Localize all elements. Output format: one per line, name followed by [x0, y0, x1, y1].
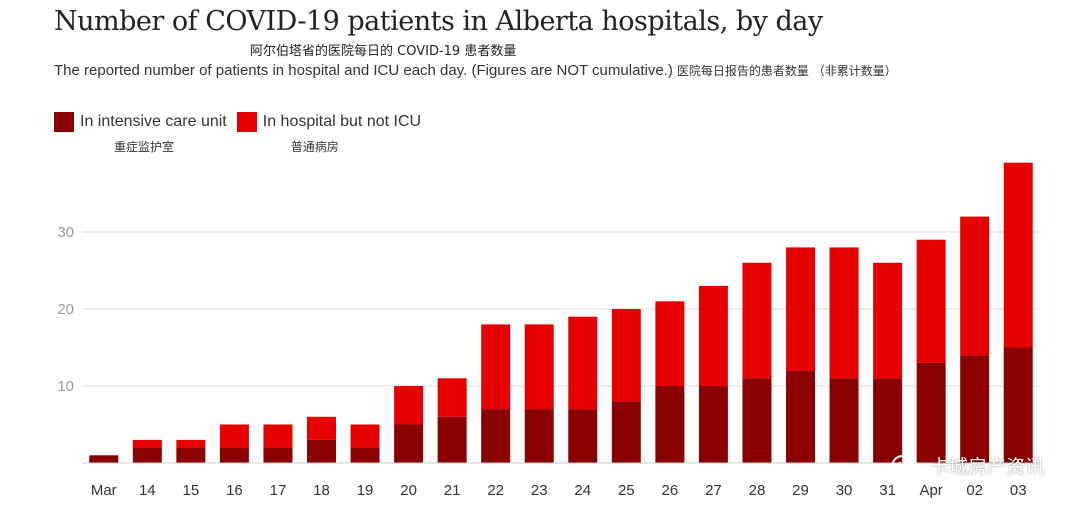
chart-title: Number of COVID-19 patients in Alberta h… — [54, 6, 823, 37]
bar-icu-10 — [524, 409, 554, 463]
bar-icu-4 — [263, 447, 293, 463]
bar-icu-0 — [89, 455, 119, 463]
bar-hospital-9 — [481, 324, 511, 410]
bar-hospital-1 — [132, 439, 162, 448]
bar-icu-18 — [873, 378, 903, 463]
bar-stacks — [89, 162, 1033, 463]
bar-icu-8 — [437, 416, 467, 463]
subtitle-english: The reported number of patients in hospi… — [54, 62, 673, 79]
x-tick-label: 18 — [313, 482, 330, 499]
wechat-icon — [891, 454, 921, 476]
bar-hospital-6 — [350, 424, 380, 448]
x-tick-label: 23 — [531, 482, 548, 499]
bar-hospital-16 — [786, 247, 815, 371]
bar-icu-12 — [611, 401, 641, 463]
bar-hospital-4 — [263, 424, 293, 448]
bar-hospital-21 — [1003, 162, 1033, 348]
bar-hospital-7 — [394, 386, 424, 425]
x-tick-label: 02 — [966, 482, 983, 499]
bar-hospital-20 — [960, 216, 990, 356]
x-tick-label: 21 — [444, 482, 461, 499]
bar-hospital-13 — [655, 301, 685, 386]
subtitle-chinese: 医院每日报告的患者数量 （非累计数量） — [676, 64, 897, 78]
x-tick-label: 17 — [270, 482, 287, 499]
watermark: 卡城房产资讯 — [891, 452, 1044, 479]
bar-icu-9 — [481, 409, 511, 463]
legend-label-hospital: In hospital but not ICU — [262, 113, 422, 130]
bar-hospital-15 — [742, 262, 772, 379]
bar-icu-16 — [786, 370, 815, 463]
bar-icu-17 — [829, 378, 859, 463]
x-tick-label: 20 — [400, 482, 417, 499]
x-tick-label: Mar — [91, 482, 117, 499]
bar-icu-21 — [1003, 347, 1033, 463]
bar-icu-7 — [394, 424, 424, 463]
bar-icu-5 — [307, 439, 336, 463]
bar-hospital-5 — [307, 416, 336, 440]
bar-hospital-10 — [524, 324, 554, 410]
x-tick-label: 16 — [226, 482, 243, 499]
bar-icu-20 — [960, 355, 990, 463]
x-tick-label: 29 — [792, 482, 809, 499]
x-tick-label: Apr — [919, 482, 942, 499]
x-tick-label: 25 — [618, 482, 635, 499]
bar-hospital-19 — [916, 239, 946, 363]
x-axis-labels: Mar 14 15 16 17 18 19 20 21 22 23 24 25 26 27 28 29 30 31 A… — [91, 482, 1027, 499]
bar-hospital-17 — [829, 247, 859, 379]
bar-icu-11 — [568, 409, 598, 463]
bar-icu-1 — [132, 447, 162, 463]
x-tick-label: 31 — [879, 482, 896, 499]
bar-hospital-11 — [568, 316, 598, 410]
bar-icu-13 — [655, 386, 685, 463]
x-tick-label: 15 — [183, 482, 200, 499]
x-tick-label: 26 — [662, 482, 679, 499]
bar-icu-14 — [698, 386, 728, 463]
legend-label-icu: In intensive care unit — [80, 113, 227, 130]
x-tick-label: 30 — [836, 482, 853, 499]
bar-hospital-18 — [873, 262, 903, 379]
legend-label-icu-chinese: 重症监护室 — [114, 140, 175, 154]
chart-legend: In intensive care unit 重症监护室 In hospital… — [54, 112, 431, 155]
bar-hospital-2 — [176, 439, 206, 448]
legend-item-icu: In intensive care unit 重症监护室 — [54, 112, 227, 155]
y-tick-label: 20 — [57, 301, 74, 318]
bar-icu-6 — [350, 447, 380, 463]
y-tick-label: 10 — [57, 378, 74, 395]
watermark-text: 卡城房产资讯 — [929, 456, 1044, 478]
bar-hospital-8 — [437, 378, 467, 417]
chart-subtitle: The reported number of patients in hospi… — [54, 62, 897, 79]
legend-swatch-icu — [54, 112, 74, 132]
bar-hospital-14 — [698, 285, 728, 386]
legend-swatch-hospital — [236, 112, 257, 132]
bar-hospital-12 — [611, 309, 641, 402]
bar-icu-2 — [176, 447, 206, 463]
x-tick-label: 28 — [749, 482, 766, 499]
x-tick-label: 22 — [487, 482, 504, 499]
bar-icu-3 — [219, 447, 249, 463]
bar-hospital-3 — [219, 424, 249, 448]
x-tick-label: 14 — [139, 482, 156, 499]
legend-label-hospital-chinese: 普通病房 — [290, 140, 339, 154]
y-tick-label: 30 — [57, 224, 74, 241]
chart-title-chinese: 阿尔伯塔省的医院每日的 COVID-19 患者数量 — [250, 44, 517, 59]
bar-icu-15 — [742, 378, 772, 463]
legend-item-hospital: In hospital but not ICU 普通病房 — [236, 112, 422, 155]
x-tick-label: 24 — [574, 482, 591, 499]
x-tick-label: 03 — [1010, 482, 1027, 499]
x-tick-label: 27 — [705, 482, 722, 499]
x-tick-label: 19 — [357, 482, 374, 499]
bar-icu-19 — [916, 362, 946, 463]
